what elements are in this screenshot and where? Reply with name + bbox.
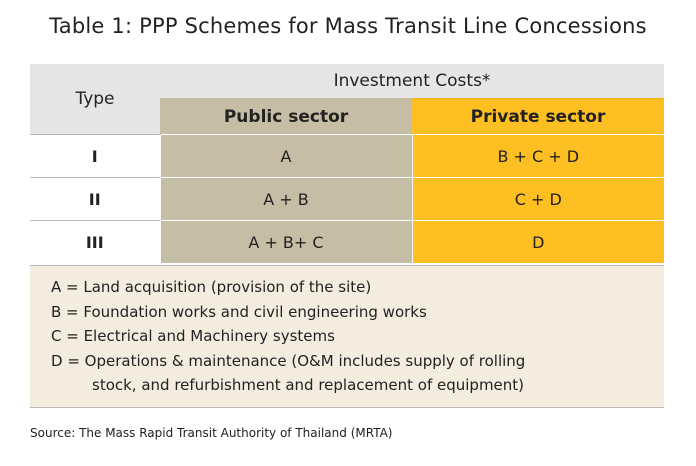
table-row: II A + B C + D [30, 177, 664, 221]
type-cell: II [30, 177, 160, 221]
legend-item: A = Land acquisition (provision of the s… [51, 278, 372, 296]
cost-legend: A = Land acquisition (provision of the s… [30, 265, 664, 408]
public-cell: A + B [159, 177, 412, 221]
header-row-2: Public sector Private sector [30, 98, 664, 135]
type-cell: I [30, 134, 160, 178]
header-row-1: Type Investment Costs* [30, 64, 664, 135]
public-sector-header: Public sector [160, 98, 412, 135]
ppp-schemes-table: Type Investment Costs* Public sector Pri… [30, 64, 664, 263]
legend-item: D = Operations & maintenance (O&M includ… [51, 351, 526, 370]
source-note: Source: The Mass Rapid Transit Authority… [30, 426, 393, 440]
private-cell: C + D [411, 177, 664, 221]
legend-item-continuation: stock, and refurbishment and replacement… [92, 376, 525, 394]
legend-item: C = Electrical and Machinery systems [51, 327, 335, 345]
table-title: Table 1: PPP Schemes for Mass Transit Li… [49, 14, 647, 38]
private-cell: D [411, 220, 664, 263]
public-cell: A + B+ C [159, 220, 412, 263]
private-sector-header: Private sector [412, 98, 664, 135]
table-row: III A + B+ C D [30, 220, 664, 263]
type-header: Type [30, 64, 160, 135]
type-cell: III [30, 220, 160, 263]
legend-item: B = Foundation works and civil engineeri… [51, 302, 427, 321]
investment-costs-header: Investment Costs* [160, 64, 664, 99]
private-cell: B + C + D [411, 134, 664, 178]
table-row: I A B + C + D [30, 134, 664, 178]
public-cell: A [159, 134, 412, 178]
